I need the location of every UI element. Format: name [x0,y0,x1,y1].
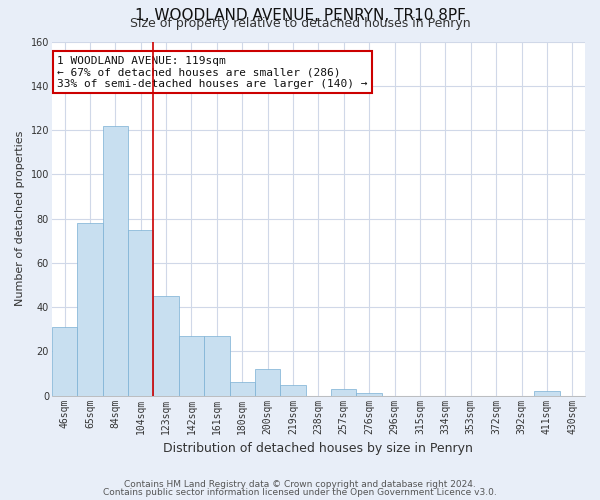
Bar [103,126,128,396]
Text: Contains HM Land Registry data © Crown copyright and database right 2024.: Contains HM Land Registry data © Crown c… [124,480,476,489]
Bar [255,369,280,396]
Y-axis label: Number of detached properties: Number of detached properties [15,131,25,306]
Bar [204,336,230,396]
X-axis label: Distribution of detached houses by size in Penryn: Distribution of detached houses by size … [163,442,473,455]
Bar [230,382,255,396]
Bar [534,391,560,396]
Bar [154,296,179,396]
Bar [179,336,204,396]
Bar [356,394,382,396]
Bar [52,327,77,396]
Bar [331,389,356,396]
Text: 1, WOODLAND AVENUE, PENRYN, TR10 8PF: 1, WOODLAND AVENUE, PENRYN, TR10 8PF [134,8,466,22]
Bar [77,223,103,396]
Bar [280,384,306,396]
Bar [128,230,154,396]
Text: Size of property relative to detached houses in Penryn: Size of property relative to detached ho… [130,18,470,30]
Text: 1 WOODLAND AVENUE: 119sqm
← 67% of detached houses are smaller (286)
33% of semi: 1 WOODLAND AVENUE: 119sqm ← 67% of detac… [57,56,368,89]
Text: Contains public sector information licensed under the Open Government Licence v3: Contains public sector information licen… [103,488,497,497]
